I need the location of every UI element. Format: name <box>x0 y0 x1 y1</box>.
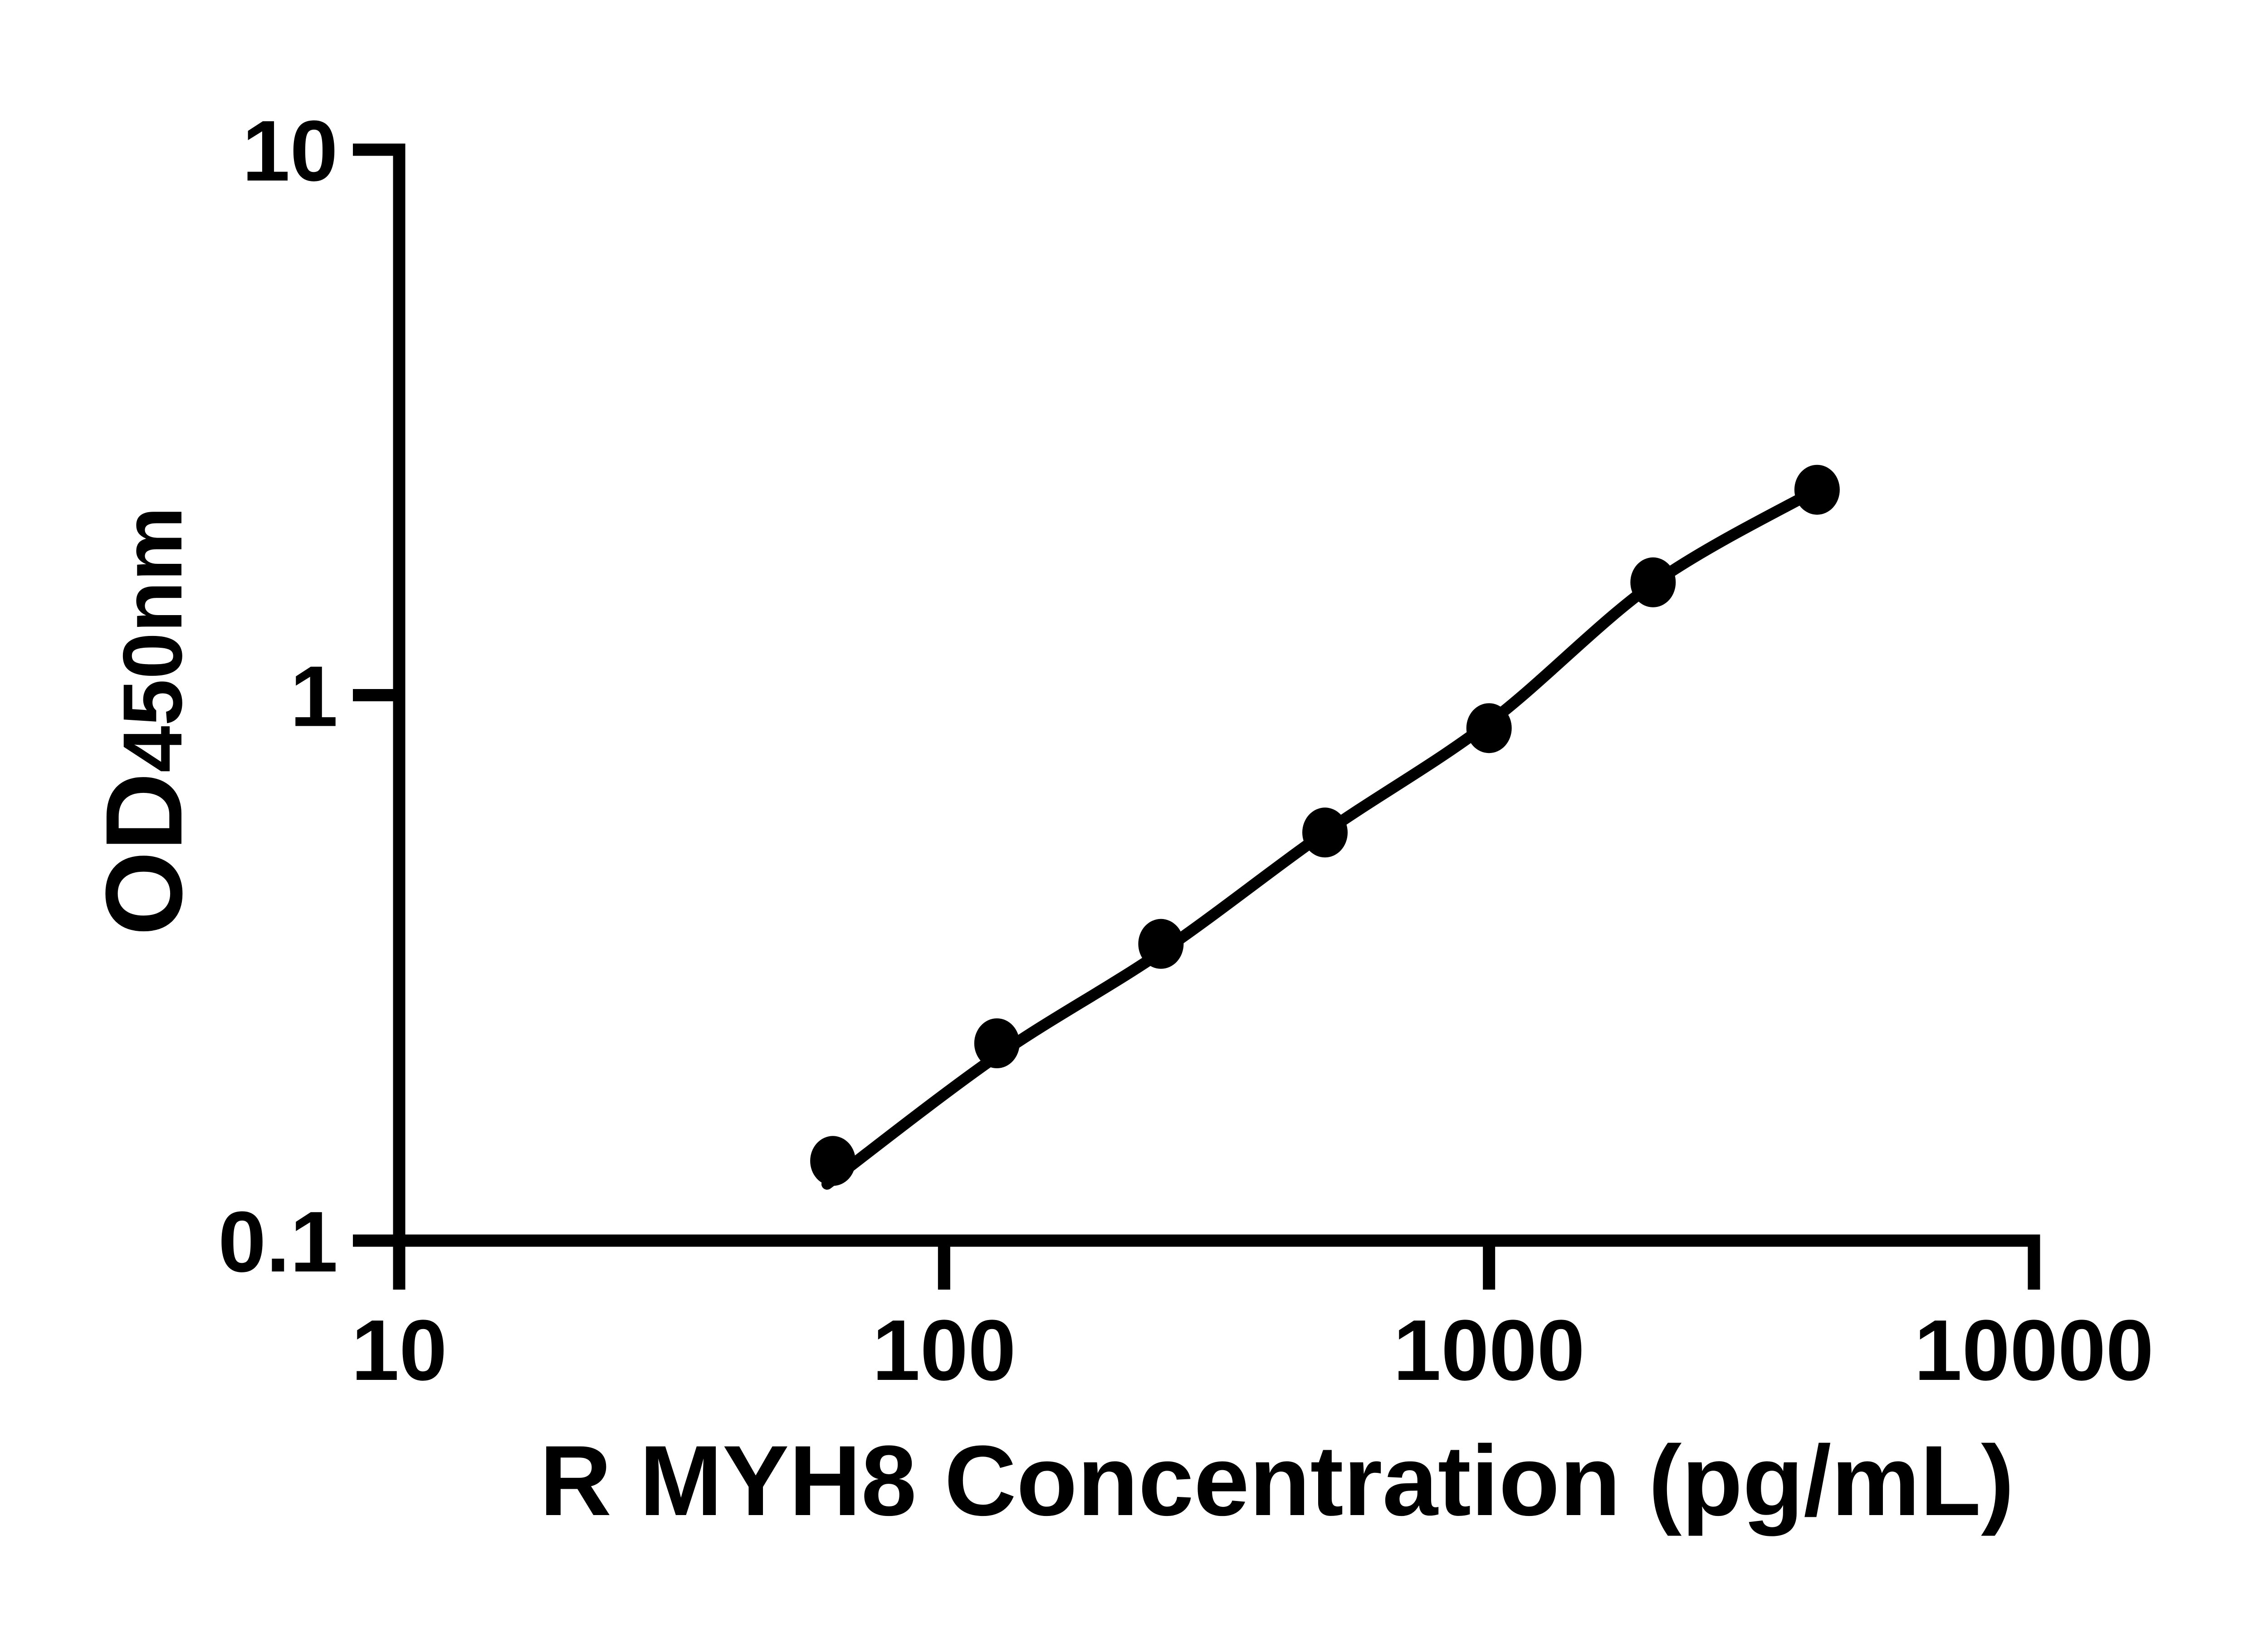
x-tick-label: 100 <box>872 1302 1016 1398</box>
data-point <box>1302 807 1348 858</box>
x-tick-label: 1000 <box>1393 1302 1585 1398</box>
data-point <box>1138 919 1184 969</box>
y-axis-tick-labels: 0.1 1 10 <box>218 103 338 1290</box>
y-tick-label: 10 <box>242 103 338 199</box>
x-axis-title: R MYH8 Concentration (pg/mL) <box>539 1425 2014 1536</box>
data-point <box>1794 464 1840 515</box>
data-point <box>1466 703 1512 753</box>
y-axis-title-main: OD <box>83 772 205 936</box>
data-points <box>810 464 1840 1186</box>
y-axis-title-sub: 450nm <box>106 507 200 772</box>
y-tick-label: 1 <box>290 649 338 745</box>
y-tick-label: 0.1 <box>218 1194 338 1290</box>
data-point <box>810 1136 856 1186</box>
x-tick-label: 10000 <box>1914 1302 2154 1398</box>
data-point <box>1630 557 1676 607</box>
x-axis-tick-labels: 10 100 1000 10000 <box>351 1302 2154 1398</box>
data-point <box>974 1018 1020 1068</box>
y-axis-title: OD450nm <box>83 507 205 936</box>
y-axis-ticks <box>353 143 399 1247</box>
x-tick-label: 10 <box>351 1302 447 1398</box>
x-axis-ticks <box>393 1241 2040 1290</box>
